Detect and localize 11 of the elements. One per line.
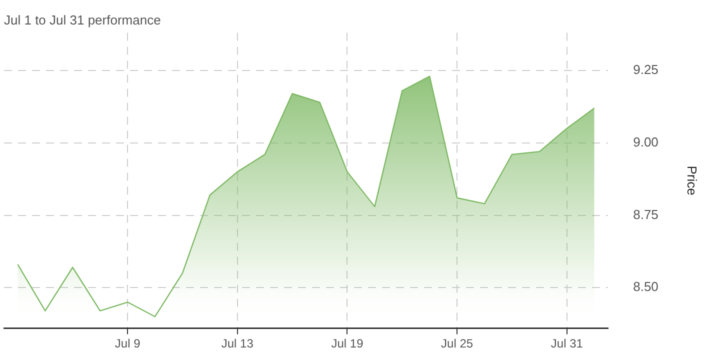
y-tick-label: 9.00 <box>633 134 658 150</box>
chart-title: Jul 1 to Jul 31 performance <box>4 12 161 28</box>
x-tick-label: Jul 13 <box>221 336 254 351</box>
y-tick-label: 9.25 <box>633 62 658 78</box>
y-axis-title: Price <box>684 166 700 196</box>
x-tick-label: Jul 9 <box>114 336 141 351</box>
y-tick-label: 8.75 <box>633 206 658 222</box>
x-tick-label: Jul 25 <box>441 336 474 351</box>
y-tick-label: 8.50 <box>633 279 658 294</box>
x-tick-label: Jul 31 <box>550 336 584 351</box>
x-tick-label: Jul 19 <box>331 336 364 351</box>
